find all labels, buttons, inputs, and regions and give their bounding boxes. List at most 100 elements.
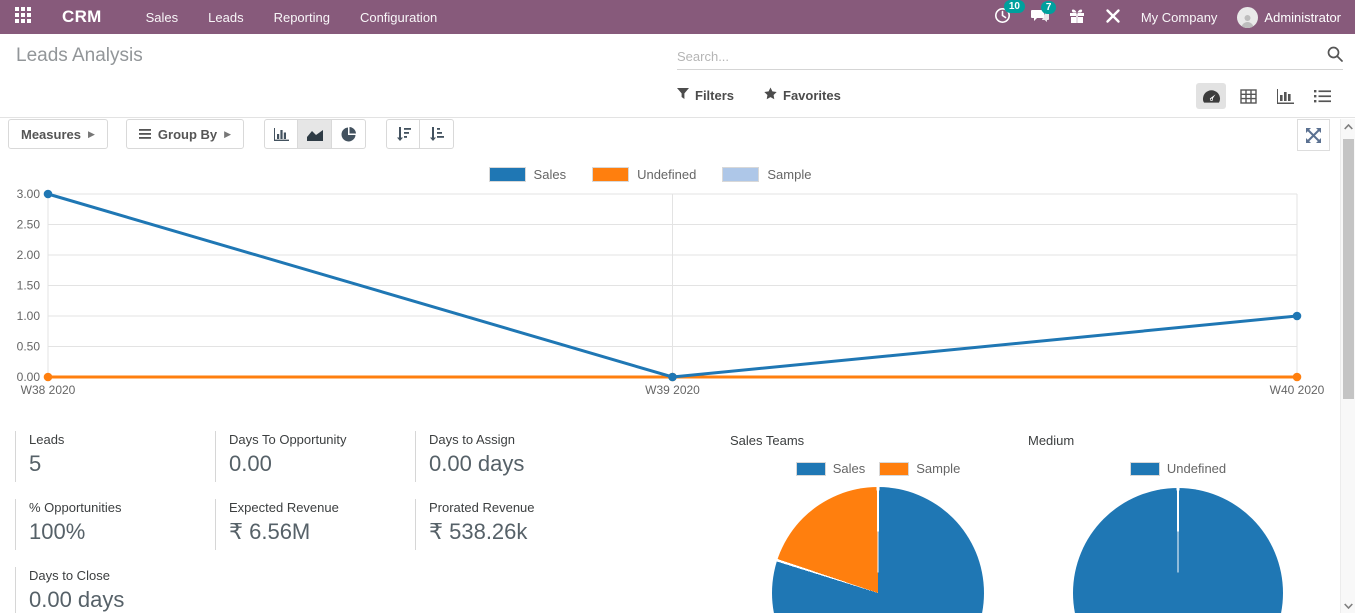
sort-descending-button[interactable] <box>386 119 421 149</box>
svg-text:0.50: 0.50 <box>17 340 41 354</box>
apps-grid-icon <box>15 6 31 28</box>
svg-text:1.00: 1.00 <box>17 309 41 323</box>
vertical-scrollbar[interactable] <box>1340 119 1355 613</box>
search-bar <box>677 44 1343 70</box>
medium-pie-chart <box>1073 488 1283 613</box>
line-chart-legend: Sales Undefined Sample <box>0 167 1300 182</box>
sort-ascending-button[interactable] <box>420 119 455 149</box>
tools-icon <box>1105 8 1121 27</box>
menu-item-leads[interactable]: Leads <box>208 9 244 25</box>
view-list-button[interactable] <box>1307 83 1337 109</box>
stat-leads[interactable]: Leads 5 <box>15 431 215 482</box>
messages-button[interactable]: 7 <box>1030 0 1057 27</box>
search-options: Filters Favorites <box>677 87 841 103</box>
legend-label-sales: Sales <box>533 167 567 182</box>
menu-item-reporting[interactable]: Reporting <box>273 9 330 25</box>
view-pivot-button[interactable] <box>1233 83 1263 109</box>
legend-item-undefined[interactable]: Undefined <box>592 167 696 182</box>
svg-text:W39 2020: W39 2020 <box>645 383 700 397</box>
pie-legend-item-undefined[interactable]: Undefined <box>1129 461 1227 476</box>
group-by-label: Group By <box>157 126 218 142</box>
stat-value: 0.00 days <box>429 451 525 476</box>
pie-chart-mode-button[interactable] <box>332 119 367 149</box>
menu-item-sales[interactable]: Sales <box>145 9 179 25</box>
support-tools-button[interactable] <box>1105 8 1121 27</box>
stat-label: Prorated Revenue <box>429 500 535 515</box>
legend-swatch-sample <box>722 167 760 182</box>
main-menu: Sales Leads Reporting Configuration <box>146 10 438 25</box>
stat-label: Leads <box>29 432 65 447</box>
caret-right-icon: ▶ <box>87 128 95 139</box>
stat-days-to-close[interactable]: Days to Close 0.00 days <box>15 567 215 613</box>
scroll-down-arrow-icon[interactable] <box>1341 598 1355 613</box>
pie-legend-swatch-sales <box>795 461 826 476</box>
favorites-label: Favorites <box>783 87 841 103</box>
filters-button[interactable]: Filters <box>677 87 735 103</box>
stat-prorated-revenue[interactable]: Prorated Revenue ₹ 538.26k <box>415 499 615 550</box>
graph-toolbar: Measures ▶ Group By ▶ <box>0 119 1355 151</box>
stat-label: % Opportunities <box>29 500 122 515</box>
activity-clock-icon <box>994 7 1011 27</box>
stat-expected-revenue[interactable]: Expected Revenue ₹ 6.56M <box>215 499 415 550</box>
app-brand[interactable]: CRM <box>62 7 102 26</box>
user-name: Administrator <box>1264 9 1341 25</box>
user-menu[interactable]: Administrator <box>1237 6 1341 28</box>
sort-group <box>386 119 455 149</box>
legend-label-undefined: Undefined <box>637 167 697 182</box>
legend-item-sales[interactable]: Sales <box>488 167 567 182</box>
filters-label: Filters <box>695 87 735 103</box>
stat-days-to-assign[interactable]: Days to Assign 0.00 days <box>415 431 615 482</box>
svg-text:W38 2020: W38 2020 <box>21 383 76 397</box>
pie-legend-label-undefined: Undefined <box>1166 461 1227 476</box>
activities-button[interactable]: 10 <box>994 0 1025 27</box>
sales-teams-pie-chart <box>772 487 984 613</box>
stat-label: Days to Close <box>29 568 110 583</box>
menu-item-configuration[interactable]: Configuration <box>359 9 438 25</box>
pie-legend-label-sales: Sales <box>832 461 866 476</box>
topbar-systray: 10 7 <box>994 0 1355 28</box>
svg-text:1.50: 1.50 <box>17 279 41 293</box>
svg-text:2.50: 2.50 <box>17 218 41 232</box>
scroll-up-arrow-icon[interactable] <box>1341 119 1355 134</box>
messages-badge: 7 <box>1040 0 1057 14</box>
line-chart-mode-button[interactable] <box>298 119 333 149</box>
stat-value: ₹ 538.26k <box>429 519 528 544</box>
stat-value: ₹ 6.56M <box>229 519 311 544</box>
pie-legend-label-sample: Sample <box>916 461 961 476</box>
stat-label: Days To Opportunity <box>229 432 347 447</box>
svg-text:0.00: 0.00 <box>17 370 41 384</box>
pie-legend-item-sample[interactable]: Sample <box>879 461 960 476</box>
view-graph-button[interactable] <box>1270 83 1300 109</box>
stat-value: 100% <box>29 519 86 544</box>
apps-menu-button[interactable] <box>0 0 46 34</box>
company-switcher[interactable]: My Company <box>1140 9 1218 25</box>
hamburger-icon <box>138 127 151 142</box>
measures-label: Measures <box>21 126 81 142</box>
scrollbar-thumb[interactable] <box>1343 139 1354 399</box>
view-dashboard-button[interactable] <box>1196 83 1226 109</box>
stat-value: 5 <box>29 451 42 476</box>
bar-chart-mode-button[interactable] <box>264 119 299 149</box>
expand-fullscreen-button[interactable] <box>1297 119 1330 151</box>
favorites-button[interactable]: Favorites <box>764 87 841 103</box>
stat-value: 0.00 days <box>29 587 125 612</box>
gift-button[interactable] <box>1069 8 1085 27</box>
top-navbar: CRM Sales Leads Reporting Configuration … <box>0 0 1355 34</box>
svg-text:W40 2020: W40 2020 <box>1270 383 1325 397</box>
star-icon <box>764 87 777 103</box>
pie-legend-item-sales[interactable]: Sales <box>795 461 866 476</box>
legend-item-sample[interactable]: Sample <box>722 167 811 182</box>
stat-days-to-opportunity[interactable]: Days To Opportunity 0.00 <box>215 431 415 482</box>
chat-bubble-icon <box>1030 8 1049 27</box>
search-input[interactable] <box>677 49 1327 64</box>
measures-button[interactable]: Measures ▶ <box>8 119 108 149</box>
group-by-button[interactable]: Group By ▶ <box>125 119 245 149</box>
svg-text:2.00: 2.00 <box>17 248 41 262</box>
stat-value: 0.00 <box>229 451 272 476</box>
search-icon[interactable] <box>1327 46 1343 67</box>
stat-opportunities-pct[interactable]: % Opportunities 100% <box>15 499 215 550</box>
activities-badge: 10 <box>1003 0 1025 13</box>
sales-teams-pie-legend: Sales Sample <box>760 461 996 476</box>
